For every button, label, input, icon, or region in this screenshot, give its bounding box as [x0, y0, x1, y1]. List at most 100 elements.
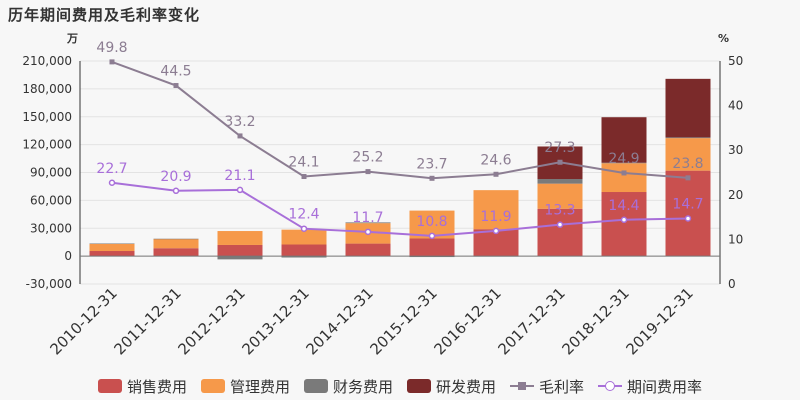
legend-item[interactable]: 研发费用	[407, 376, 496, 397]
point-毛利率	[557, 159, 563, 165]
legend-item[interactable]: 期间费用率	[598, 376, 702, 397]
point-毛利率	[493, 171, 499, 177]
point-期间费用率	[428, 232, 436, 240]
point-期间费用率	[172, 187, 180, 195]
bar-财务费用	[601, 162, 647, 164]
data-label-毛利率: 24.9	[608, 151, 639, 167]
legend-item[interactable]: 销售费用	[97, 376, 187, 397]
left-axis-tick-label: 0	[64, 249, 72, 263]
data-label-期间费用率: 22.7	[96, 161, 127, 177]
bar-销售费用	[281, 244, 327, 257]
point-期间费用率	[620, 216, 628, 224]
right-axis-unit: %	[718, 32, 729, 45]
data-label-毛利率: 23.7	[416, 156, 447, 172]
x-axis-tick-label: 2012-12-31	[174, 284, 248, 358]
x-axis-tick-label: 2017-12-31	[494, 284, 568, 358]
bar-管理费用	[281, 229, 327, 245]
bar-研发费用	[601, 117, 647, 163]
point-期间费用率	[492, 227, 500, 235]
bar-销售费用	[89, 251, 135, 257]
point-期间费用率	[236, 186, 244, 194]
right-axis-tick-label: 0	[728, 277, 736, 291]
legend-item[interactable]: 毛利率	[510, 376, 584, 397]
x-axis-tick-label: 2019-12-31	[622, 284, 696, 358]
data-label-期间费用率: 11.9	[480, 209, 511, 225]
point-毛利率	[173, 83, 179, 89]
bar-销售费用	[153, 248, 199, 257]
right-axis-tick-label: 40	[728, 99, 743, 113]
point-期间费用率	[364, 228, 372, 236]
bar-管理费用	[665, 138, 711, 171]
legend-label: 财务费用	[332, 377, 393, 396]
left-axis-unit: 万	[66, 32, 78, 45]
point-毛利率	[365, 169, 371, 175]
left-axis-tick-label: 90,000	[30, 166, 72, 180]
point-期间费用率	[108, 179, 116, 187]
x-axis-tick-label: 2016-12-31	[430, 284, 504, 358]
legend-line-marker	[598, 379, 623, 393]
bar-管理费用	[89, 243, 135, 252]
chart-canvas: -30,000 0 30,000 60,000 90,000 120,000 150,000…	[22, 32, 743, 358]
bar-销售费用	[665, 170, 711, 257]
bar-财务费用	[537, 179, 583, 184]
bar-财务费用	[89, 243, 135, 244]
legend-swatch	[200, 379, 225, 393]
x-axis-tick-label: 2015-12-31	[366, 284, 440, 358]
left-axis-tick-label: 120,000	[22, 138, 72, 152]
data-label-期间费用率: 14.4	[608, 198, 639, 214]
bar-管理费用	[473, 190, 519, 230]
right-axis-tick-label: 30	[728, 143, 743, 157]
data-label-期间费用率: 21.1	[224, 168, 255, 184]
bar-管理费用	[217, 231, 263, 245]
bar-管理费用	[601, 163, 647, 193]
data-label-毛利率: 24.6	[480, 152, 511, 168]
bar-研发费用	[665, 78, 711, 138]
right-axis-tick-label: 10	[728, 232, 743, 246]
legend-swatch	[97, 379, 122, 393]
point-期间费用率	[684, 215, 692, 222]
x-axis-tick-label: 2014-12-31	[302, 284, 376, 358]
left-axis-tick-label: -30,000	[26, 277, 72, 291]
data-label-毛利率: 23.8	[672, 156, 703, 172]
right-axis-tick-label: 50	[728, 54, 743, 68]
left-axis-tick-label: 180,000	[22, 82, 72, 96]
bar-财务费用	[665, 137, 711, 139]
data-label-毛利率: 33.2	[224, 114, 255, 130]
bar-财务费用	[281, 256, 327, 258]
data-label-毛利率: 25.2	[352, 150, 383, 166]
bar-管理费用	[153, 238, 199, 249]
legend-label: 研发费用	[436, 377, 497, 396]
series-line-毛利率	[111, 60, 689, 180]
point-毛利率	[621, 170, 627, 176]
data-label-期间费用率: 13.3	[544, 203, 575, 219]
bar-销售费用	[217, 244, 263, 257]
legend-item[interactable]: 财务费用	[303, 376, 393, 397]
bar-销售费用	[537, 208, 583, 257]
point-期间费用率	[556, 221, 564, 228]
right-axis-tick-label: 20	[728, 188, 743, 202]
bar-财务费用	[345, 222, 391, 224]
data-label-毛利率: 44.5	[160, 64, 191, 80]
x-axis-tick-label: 2011-12-31	[110, 284, 184, 358]
series-line-期间费用率	[111, 181, 689, 237]
legend-label: 销售费用	[126, 377, 187, 396]
x-axis-tick-label: 2010-12-31	[46, 284, 120, 358]
point-毛利率	[429, 175, 435, 181]
legend-line-marker	[510, 379, 535, 393]
chart-legend: 销售费用 管理费用 财务费用 研发费用 毛利率 期间费用率	[0, 374, 800, 398]
data-label-毛利率: 24.1	[288, 155, 319, 171]
legend-item[interactable]: 管理费用	[200, 376, 290, 397]
point-毛利率	[301, 174, 307, 180]
bar-销售费用	[409, 238, 455, 257]
bar-管理费用	[537, 183, 583, 209]
legend-label: 管理费用	[229, 377, 290, 396]
bar-财务费用	[153, 238, 199, 240]
bar-财务费用	[217, 256, 263, 260]
point-毛利率	[685, 175, 691, 181]
x-axis-tick-label: 2018-12-31	[558, 284, 632, 358]
point-期间费用率	[300, 225, 308, 232]
data-label-毛利率: 27.3	[544, 140, 575, 156]
bar-销售费用	[601, 192, 647, 257]
left-axis-tick-label: 30,000	[30, 221, 72, 235]
chart-title: 历年期间费用及毛利率变化	[8, 6, 201, 24]
